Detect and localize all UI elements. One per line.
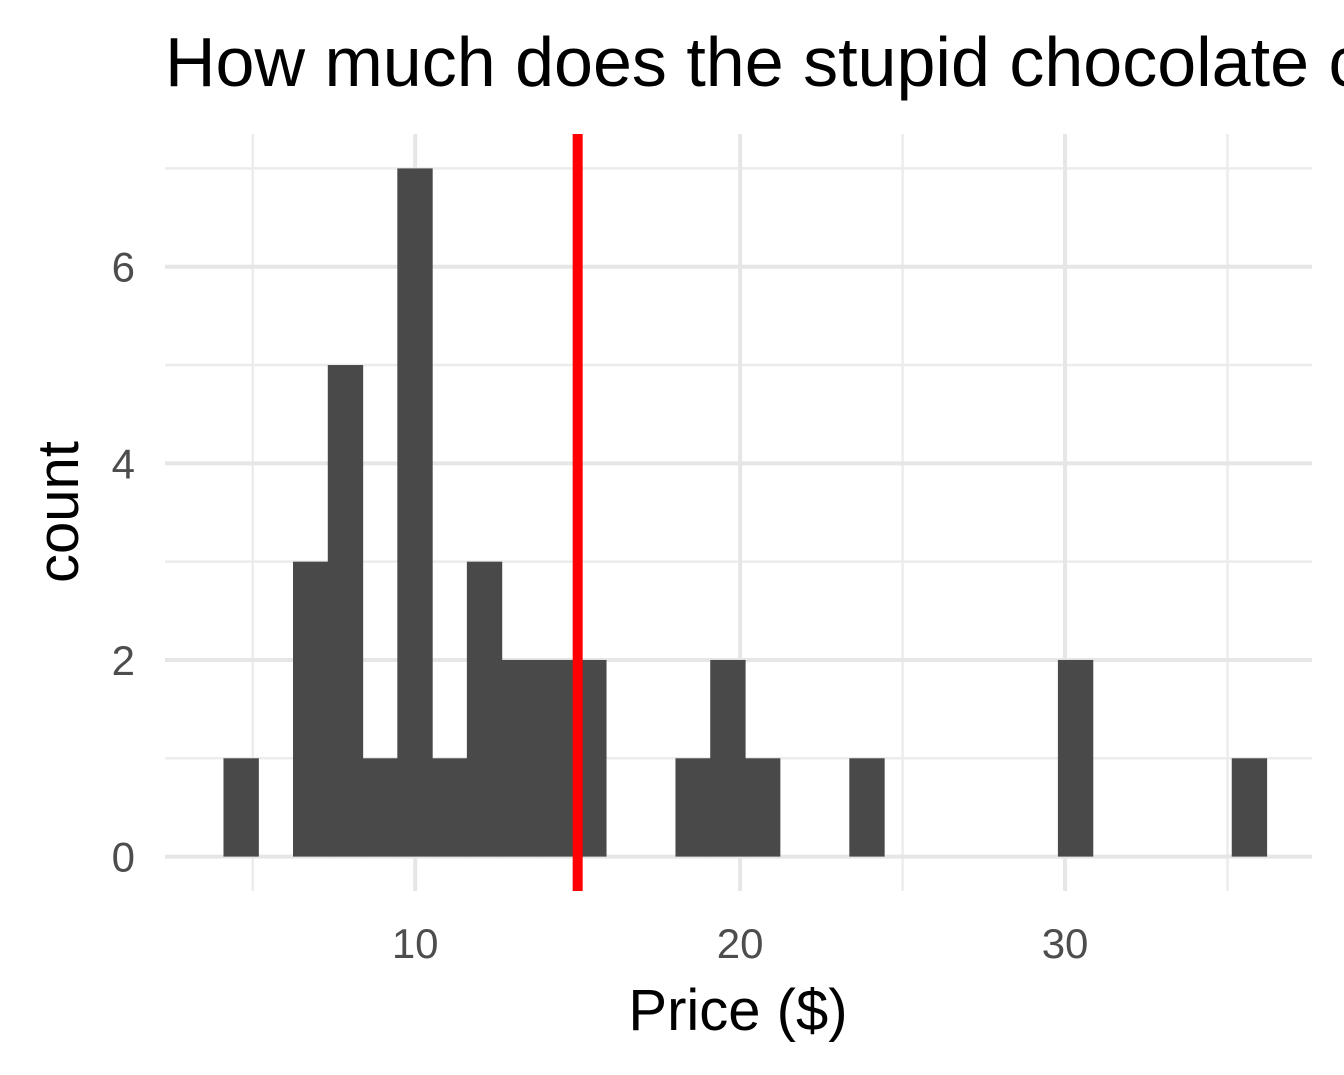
y-axis-label: count [26, 441, 91, 583]
x-axis-label: Price ($) [628, 978, 847, 1043]
histogram-bar [536, 659, 572, 857]
histogram-bar [1231, 758, 1268, 857]
chart-title: How much does the stupid chocolate cost? [165, 23, 1344, 101]
x-tick-label: 20 [717, 920, 764, 967]
histogram-bar [293, 561, 329, 857]
histogram-bar [1057, 659, 1094, 857]
histogram-bar [466, 561, 503, 857]
y-tick-labels: 0 2 4 6 [112, 244, 135, 881]
histogram-bar [710, 659, 746, 857]
x-tick-labels: 10 20 30 [392, 920, 1089, 967]
histogram-bar [501, 659, 537, 857]
histogram-bar [223, 758, 259, 857]
histogram-bar [327, 365, 364, 857]
y-tick-label: 0 [112, 834, 135, 881]
histogram-bar [362, 758, 398, 857]
y-tick-label: 2 [112, 637, 135, 684]
bars [223, 168, 1268, 857]
histogram-bar [849, 758, 885, 857]
histogram-bar [744, 758, 781, 857]
histogram-bar [397, 168, 433, 857]
histogram-bar [675, 758, 711, 857]
y-tick-label: 4 [112, 440, 135, 487]
y-tick-label: 6 [112, 244, 135, 291]
x-tick-label: 10 [392, 920, 439, 967]
histogram-bar [432, 758, 468, 857]
x-tick-label: 30 [1042, 920, 1089, 967]
